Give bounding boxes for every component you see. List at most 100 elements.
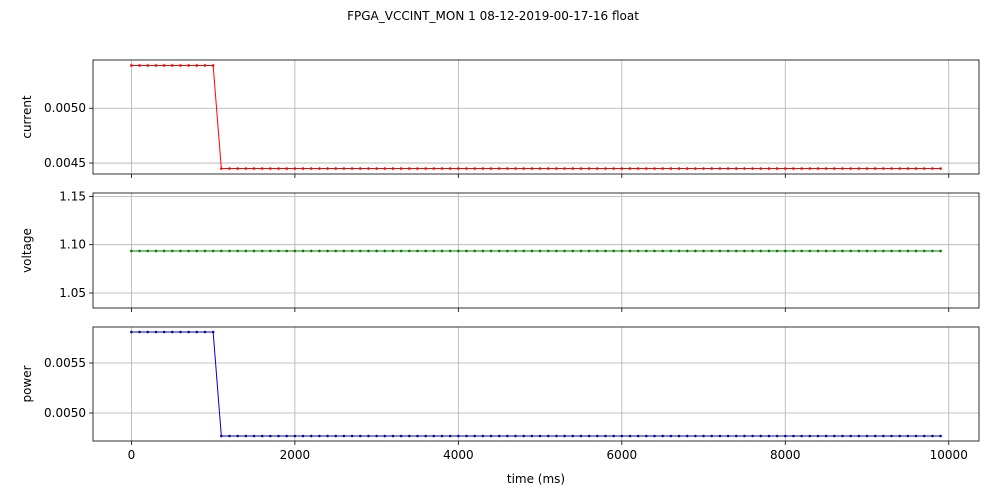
data-point-40 bbox=[457, 167, 460, 170]
power-plot: 0 2000 4000 6000 8000 10000 0.0050 0.0055 power t… bbox=[20, 326, 980, 486]
data-point-44 bbox=[489, 249, 493, 253]
data-point-18 bbox=[277, 434, 280, 438]
data-point-10 bbox=[211, 330, 215, 334]
data-point-57 bbox=[596, 167, 599, 170]
data-point-19 bbox=[285, 434, 289, 438]
y-tick-label-0: 0.0050 bbox=[44, 406, 86, 420]
data-point-91 bbox=[873, 167, 877, 170]
data-point-61 bbox=[628, 249, 632, 253]
data-point-25 bbox=[334, 167, 338, 170]
data-point-36 bbox=[424, 434, 427, 438]
data-point-30 bbox=[375, 249, 378, 253]
series bbox=[130, 249, 942, 253]
data-point-37 bbox=[432, 249, 436, 253]
data-point-31 bbox=[383, 249, 387, 253]
data-point-19 bbox=[285, 167, 289, 170]
data-point-81 bbox=[792, 434, 795, 438]
data-point-88 bbox=[849, 167, 852, 170]
data-point-50 bbox=[538, 167, 542, 170]
data-point-58 bbox=[604, 434, 607, 438]
data-point-7 bbox=[187, 64, 190, 67]
data-point-47 bbox=[514, 249, 517, 253]
current-plot: 0.0045 0.0050 current bbox=[20, 59, 980, 178]
data-point-11 bbox=[220, 434, 223, 438]
data-point-10 bbox=[211, 249, 215, 253]
data-point-98 bbox=[931, 434, 934, 438]
data-point-57 bbox=[596, 434, 599, 438]
data-point-28 bbox=[358, 434, 362, 438]
data-point-99 bbox=[939, 167, 942, 170]
data-point-80 bbox=[783, 434, 787, 438]
data-point-68 bbox=[685, 167, 689, 170]
data-point-32 bbox=[391, 434, 395, 438]
data-point-26 bbox=[342, 249, 346, 253]
data-point-90 bbox=[865, 434, 869, 438]
data-point-85 bbox=[824, 167, 828, 170]
data-point-32 bbox=[391, 167, 395, 170]
y-axis-label: current bbox=[20, 95, 34, 139]
data-point-92 bbox=[882, 434, 885, 438]
data-point-40 bbox=[457, 434, 460, 438]
data-point-75 bbox=[743, 167, 746, 170]
data-point-57 bbox=[596, 249, 599, 253]
data-point-8 bbox=[195, 249, 199, 253]
data-point-37 bbox=[432, 167, 436, 170]
data-point-55 bbox=[579, 249, 583, 253]
data-point-37 bbox=[432, 434, 436, 438]
grid bbox=[93, 60, 979, 174]
data-point-71 bbox=[710, 167, 714, 170]
data-point-67 bbox=[677, 167, 681, 170]
data-point-19 bbox=[285, 249, 289, 253]
data-point-84 bbox=[816, 167, 820, 170]
data-point-64 bbox=[653, 434, 656, 438]
data-point-20 bbox=[293, 249, 297, 253]
data-point-88 bbox=[849, 249, 852, 253]
x-tick-label-3: 6000 bbox=[607, 448, 638, 462]
data-point-79 bbox=[775, 249, 779, 253]
data-point-30 bbox=[375, 434, 378, 438]
data-point-63 bbox=[645, 167, 648, 170]
data-point-97 bbox=[922, 167, 926, 170]
data-point-55 bbox=[579, 434, 583, 438]
data-point-46 bbox=[506, 249, 509, 253]
data-point-86 bbox=[833, 434, 836, 438]
data-point-56 bbox=[587, 434, 591, 438]
data-point-53 bbox=[563, 167, 566, 170]
data-point-65 bbox=[661, 249, 664, 253]
data-point-0 bbox=[130, 249, 133, 253]
data-point-58 bbox=[604, 249, 607, 253]
data-point-35 bbox=[416, 167, 419, 170]
data-point-44 bbox=[489, 167, 493, 170]
data-point-96 bbox=[914, 249, 918, 253]
data-point-61 bbox=[628, 434, 632, 438]
y-tick-label-2: 1.15 bbox=[59, 189, 86, 203]
data-point-16 bbox=[260, 167, 264, 170]
data-point-81 bbox=[792, 167, 795, 170]
data-point-83 bbox=[808, 249, 812, 253]
data-point-78 bbox=[767, 167, 771, 170]
data-point-20 bbox=[293, 434, 297, 438]
data-point-50 bbox=[538, 249, 542, 253]
data-point-65 bbox=[661, 167, 664, 170]
data-point-59 bbox=[612, 434, 615, 438]
data-point-72 bbox=[718, 434, 722, 438]
figure-title: FPGA_VCCINT_MON 1 08-12-2019-00-17-16 fl… bbox=[347, 9, 639, 23]
data-point-99 bbox=[939, 249, 942, 253]
data-point-11 bbox=[220, 249, 223, 253]
data-point-12 bbox=[228, 434, 231, 438]
data-point-41 bbox=[465, 434, 468, 438]
data-point-70 bbox=[702, 434, 705, 438]
data-point-1 bbox=[138, 330, 141, 334]
data-point-98 bbox=[931, 249, 934, 253]
data-point-48 bbox=[522, 249, 526, 253]
data-point-95 bbox=[906, 434, 910, 438]
data-point-61 bbox=[628, 167, 632, 170]
data-point-30 bbox=[375, 167, 378, 170]
data-point-15 bbox=[252, 434, 256, 438]
data-point-70 bbox=[702, 167, 705, 170]
data-point-98 bbox=[931, 167, 934, 170]
data-point-52 bbox=[555, 167, 558, 170]
data-point-62 bbox=[636, 434, 640, 438]
data-point-92 bbox=[882, 167, 885, 170]
data-point-36 bbox=[424, 167, 427, 170]
